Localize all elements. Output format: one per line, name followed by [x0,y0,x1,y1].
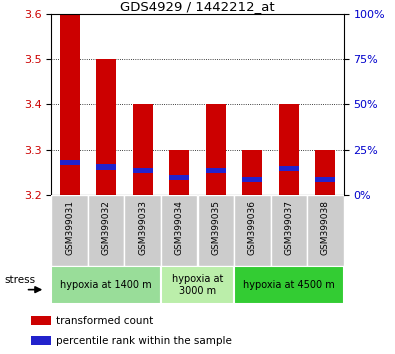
Bar [169,175,189,180]
Bar [279,166,299,171]
Bar [307,195,344,266]
Text: GSM399033: GSM399033 [138,200,147,255]
Bar [242,177,262,182]
Bar [271,195,307,266]
Bar [60,14,80,195]
Bar [88,195,124,266]
Text: GSM399036: GSM399036 [248,200,257,255]
Bar [206,168,226,173]
Text: GSM399035: GSM399035 [211,200,220,255]
Bar [279,104,299,195]
Bar [51,266,161,304]
Bar [242,150,262,195]
Bar [51,195,88,266]
Bar [96,165,116,170]
Bar [234,266,344,304]
Text: transformed count: transformed count [56,316,153,326]
Bar [198,195,234,266]
Bar [96,59,116,195]
Text: GSM399037: GSM399037 [284,200,293,255]
Bar [133,104,153,195]
Bar [234,195,271,266]
Bar [169,150,189,195]
Text: hypoxia at 1400 m: hypoxia at 1400 m [60,280,152,290]
Text: hypoxia at 4500 m: hypoxia at 4500 m [243,280,335,290]
Bar [60,160,80,165]
Bar [31,336,51,345]
Bar [206,104,226,195]
Text: GSM399038: GSM399038 [321,200,330,255]
Text: GSM399034: GSM399034 [175,200,184,255]
Text: hypoxia at
3000 m: hypoxia at 3000 m [172,274,223,296]
Text: GSM399031: GSM399031 [65,200,74,255]
Text: percentile rank within the sample: percentile rank within the sample [56,336,232,346]
Bar [161,266,234,304]
Bar [31,316,51,325]
Bar [133,168,153,173]
Bar [315,150,335,195]
Text: GSM399032: GSM399032 [102,200,111,255]
Bar [315,177,335,182]
Title: GDS4929 / 1442212_at: GDS4929 / 1442212_at [120,0,275,13]
Text: stress: stress [4,275,35,285]
Bar [161,195,198,266]
Bar [124,195,161,266]
